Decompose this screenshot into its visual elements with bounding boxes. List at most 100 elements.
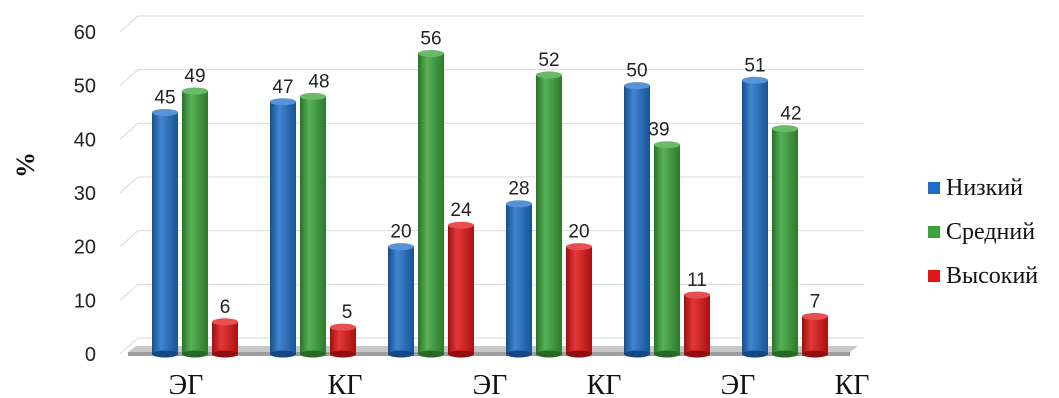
bar-top <box>448 221 474 229</box>
bar-top <box>418 49 444 57</box>
bar-top <box>300 92 326 100</box>
bar-base <box>182 350 208 358</box>
bar-base <box>566 350 592 358</box>
bar-top <box>802 312 828 320</box>
data-labels: 45 49 6 47 48 5 20 56 24 28 52 20 50 39 11 51 42 7 <box>154 28 820 323</box>
y-tick-label: 0 <box>85 344 96 366</box>
bar-top <box>506 200 532 208</box>
data-label: 24 <box>450 200 472 221</box>
bar-base <box>624 350 650 358</box>
bar-top <box>772 125 798 133</box>
y-tick-label: 40 <box>74 129 96 151</box>
legend-item-medium: Средний <box>928 210 1038 254</box>
gridline <box>119 230 864 248</box>
bar <box>270 101 296 355</box>
data-label: 47 <box>272 77 293 98</box>
bar-base <box>536 350 562 358</box>
bar-base <box>152 350 178 358</box>
gridline <box>119 15 864 33</box>
bar-base <box>506 350 532 358</box>
data-label: 6 <box>220 297 231 318</box>
data-label: 42 <box>780 104 801 125</box>
y-tick-label: 60 <box>74 22 96 44</box>
bar-top <box>654 141 680 149</box>
x-category-label: КГ <box>328 370 363 398</box>
data-label: 39 <box>648 120 669 141</box>
data-label: 20 <box>390 222 411 243</box>
gridline <box>119 283 864 301</box>
y-tick-label: 30 <box>74 183 96 205</box>
floor-front <box>128 352 850 356</box>
bar-base <box>448 350 474 358</box>
legend-swatch-medium <box>928 226 940 238</box>
legend-label-high: Высокий <box>946 262 1039 289</box>
data-label: 52 <box>538 50 559 71</box>
bar-top <box>684 291 710 299</box>
bar-top <box>388 243 414 251</box>
legend-item-low: Низкий <box>928 166 1038 210</box>
bar-base <box>418 350 444 358</box>
x-category-label: КГ <box>835 370 870 398</box>
gridline <box>119 122 864 140</box>
bar <box>506 203 532 354</box>
x-category-label: ЭГ <box>169 370 204 398</box>
bar-base <box>742 350 768 358</box>
data-label: 28 <box>508 179 529 200</box>
legend-label-low: Низкий <box>946 174 1024 201</box>
bar-base <box>684 350 710 358</box>
bar <box>448 225 474 354</box>
bar-top <box>182 87 208 95</box>
bar <box>182 91 208 355</box>
bar-base <box>654 350 680 358</box>
bar <box>654 144 680 354</box>
gridline <box>119 337 864 355</box>
bar-top <box>330 323 356 331</box>
bar-base <box>330 350 356 358</box>
data-label: 49 <box>184 66 205 87</box>
bar-base <box>212 350 238 358</box>
bar-base <box>388 350 414 358</box>
legend-item-high: Высокий <box>928 254 1038 298</box>
y-tick-label: 10 <box>74 290 96 312</box>
bar-top <box>566 243 592 251</box>
bars <box>152 49 828 358</box>
bar-base <box>270 350 296 358</box>
y-axis-label: % <box>11 152 40 178</box>
data-label: 56 <box>420 28 441 49</box>
bar <box>388 246 414 354</box>
bar-base <box>802 350 828 358</box>
data-label: 51 <box>744 55 765 76</box>
x-axis-categories: ЭГ КГ ЭГ КГ ЭГ КГ <box>169 370 870 398</box>
data-label: 7 <box>810 291 821 312</box>
bar <box>742 80 768 355</box>
bar-top <box>624 82 650 90</box>
gridline <box>119 69 864 87</box>
bar <box>624 85 650 355</box>
data-label: 11 <box>687 270 707 291</box>
bar-base <box>300 350 326 358</box>
data-label: 5 <box>342 302 353 323</box>
bar <box>536 74 562 354</box>
legend: Низкий Средний Высокий <box>928 166 1038 298</box>
gridlines <box>119 15 864 355</box>
bar <box>566 246 592 354</box>
bar <box>418 53 444 354</box>
data-label: 45 <box>154 88 175 109</box>
bar <box>684 294 710 354</box>
bar <box>152 112 178 354</box>
y-axis-ticks: 0 10 20 30 40 50 60 <box>74 22 96 366</box>
legend-swatch-high <box>928 270 940 282</box>
bar <box>772 128 798 354</box>
bar <box>300 96 326 355</box>
bar <box>212 321 238 354</box>
x-category-label: КГ <box>587 370 622 398</box>
bar-top <box>742 76 768 84</box>
bar-top <box>152 109 178 116</box>
bar <box>330 327 356 354</box>
bar-top <box>212 318 238 326</box>
data-label: 48 <box>308 71 329 92</box>
y-tick-label: 20 <box>74 237 96 259</box>
data-label: 50 <box>626 61 647 82</box>
bar-top <box>536 71 562 79</box>
